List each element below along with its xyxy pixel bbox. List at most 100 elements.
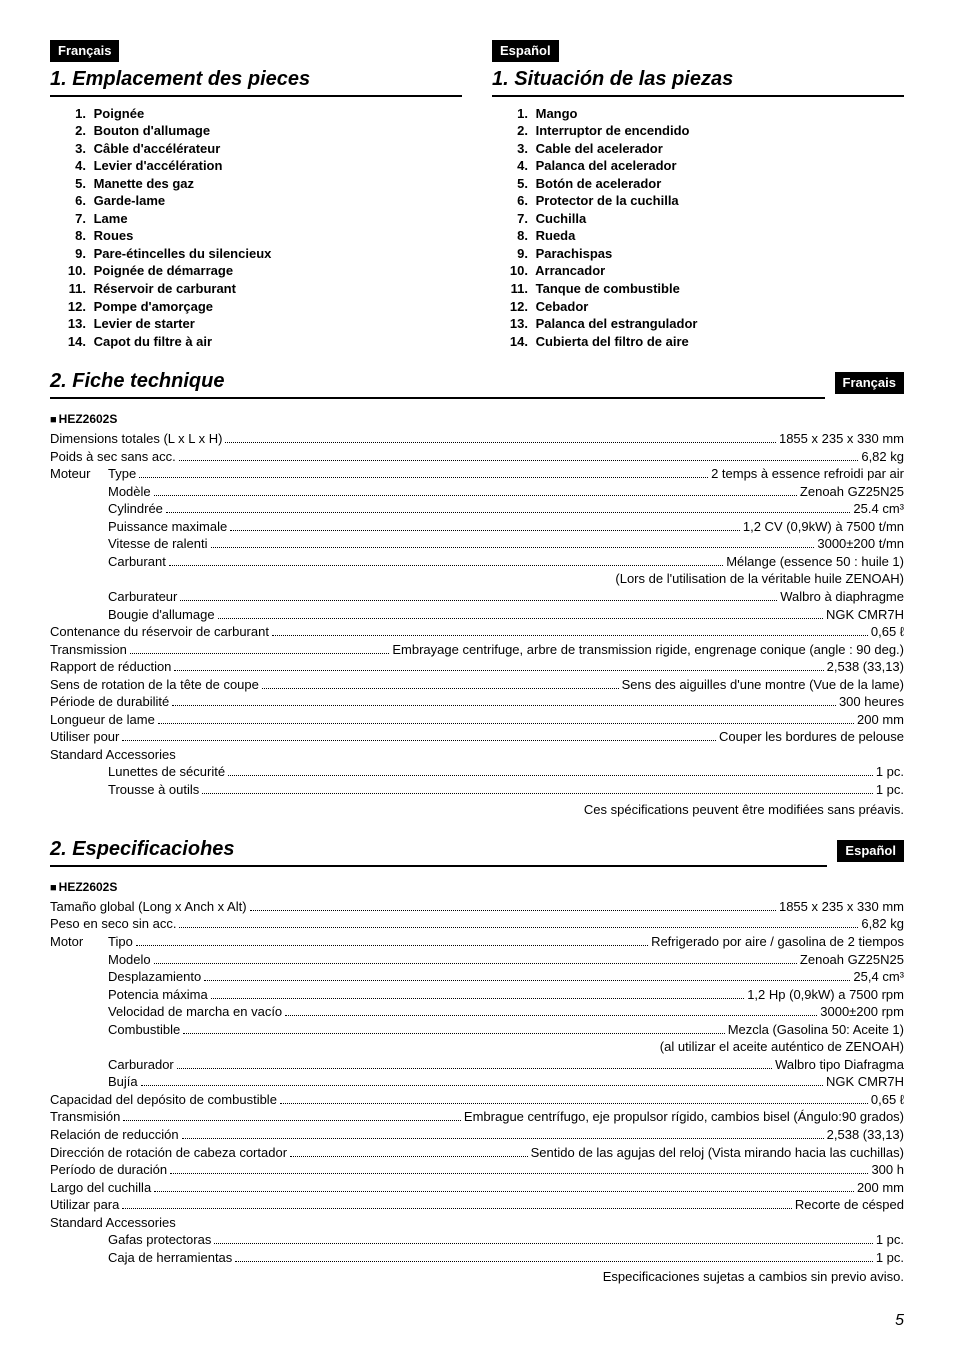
spec-line: Período de duración300 h [50,1161,904,1179]
spec-value: Walbro tipo Diafragma [775,1056,904,1074]
spec-line: CombustibleMezcla (Gasolina 50: Aceite 1… [50,1021,904,1039]
parts-list-item: 10. Arrancador [506,262,904,280]
lang-tag-fr: Français [50,40,119,62]
item-label: Manette des gaz [90,176,194,191]
item-label: Cebador [532,299,588,314]
item-number: 14. [64,333,86,351]
item-label: Roues [90,228,133,243]
spec-dots [235,1254,873,1262]
item-number: 9. [506,245,528,263]
item-number: 12. [506,298,528,316]
spec-label: Dimensions totales (L x L x H) [50,430,222,448]
section2-title-fr: 2. Fiche technique [50,368,825,399]
model-name-fr: HEZ2602S [59,412,118,426]
item-number: 11. [506,280,528,298]
specs-fr: Dimensions totales (L x L x H)1855 x 235… [50,430,904,798]
item-label: Rueda [532,228,575,243]
spec-line: Peso en seco sin acc.6,82 kg [50,915,904,933]
spec-label: Sens de rotation de la tête de coupe [50,676,259,694]
parts-list-item: 3. Cable del acelerador [506,140,904,158]
spec-line: Dirección de rotación de cabeza cortador… [50,1144,904,1162]
parts-list-item: 9. Parachispas [506,245,904,263]
spec-label: Transmisión [50,1108,120,1126]
item-label: Réservoir de carburant [90,281,236,296]
spec-plain: Standard Accessories [50,746,904,764]
col-fr: Français 1. Emplacement des pieces 1. Po… [50,40,462,350]
section2-es-row: 2. Especificaciohes Español [50,832,904,875]
item-label: Cable del acelerador [532,141,663,156]
parts-list-item: 14. Cubierta del filtro de aire [506,333,904,351]
spec-value: Couper les bordures de pelouse [719,728,904,746]
item-label: Tanque de combustible [532,281,680,296]
spec-line: Période de durabilité300 heures [50,693,904,711]
spec-value: 3000±200 t/mn [817,535,904,553]
spec-line: Longueur de lame200 mm [50,711,904,729]
parts-list-item: 12. Pompe d'amorçage [64,298,462,316]
section1-title-fr: 1. Emplacement des pieces [50,66,462,97]
spec-label: Desplazamiento [108,968,201,986]
spec-line: Contenance du réservoir de carburant0,65… [50,623,904,641]
parts-list-item: 1. Poignée [64,105,462,123]
spec-label: Bujía [108,1073,138,1091]
spec-label: Carburador [108,1056,174,1074]
spec-value: 25.4 cm³ [853,500,904,518]
spec-label: Modelo [108,951,151,969]
item-label: Bouton d'allumage [90,123,210,138]
spec-label: Rapport de réduction [50,658,171,676]
spec-value: Recorte de césped [795,1196,904,1214]
spec-dots [202,786,873,794]
item-number: 14. [506,333,528,351]
spec-line: Gafas protectoras1 pc. [50,1231,904,1249]
item-number: 3. [506,140,528,158]
spec-dots [211,991,744,999]
spec-line: Lunettes de sécurité1 pc. [50,763,904,781]
spec-value: Refrigerado por aire / gasolina de 2 tie… [651,933,904,951]
spec-dots [169,558,723,566]
item-label: Levier de starter [90,316,195,331]
spec-line: Utiliser pourCouper les bordures de pelo… [50,728,904,746]
spec-line: Velocidad de marcha en vacío3000±200 rpm [50,1003,904,1021]
parts-list-item: 6. Garde-lame [64,192,462,210]
item-label: Palanca del estrangulador [532,316,697,331]
spec-value: Walbro à diaphragme [780,588,904,606]
spec-dots [172,698,836,706]
section2-fr-row: 2. Fiche technique Français [50,364,904,407]
spec-dots [250,903,776,911]
parts-list-item: 13. Palanca del estrangulador [506,315,904,333]
section1-title-es: 1. Situación de las piezas [492,66,904,97]
spec-label: Carburant [108,553,166,571]
parts-list-item: 11. Réservoir de carburant [64,280,462,298]
parts-list-item: 4. Palanca del acelerador [506,157,904,175]
spec-line: Capacidad del depósito de combustible0,6… [50,1091,904,1109]
spec-dots [141,1079,823,1087]
item-number: 3. [64,140,86,158]
item-label: Mango [532,106,578,121]
spec-dots [230,523,740,531]
spec-label: Poids à sec sans acc. [50,448,176,466]
spec-line: Cylindrée25.4 cm³ [50,500,904,518]
spec-note: (al utilizar el aceite auténtico de ZENO… [50,1038,904,1056]
spec-dots [170,1166,868,1174]
item-number: 4. [506,157,528,175]
spec-dots [123,1114,461,1122]
item-label: Capot du filtre à air [90,334,212,349]
parts-list-item: 1. Mango [506,105,904,123]
item-label: Levier d'accélération [90,158,222,173]
item-label: Parachispas [532,246,612,261]
spec-label: Combustible [108,1021,180,1039]
parts-list-item: 8. Roues [64,227,462,245]
spec-dots [122,734,716,742]
spec-value: 0,65 ℓ [871,623,904,641]
parts-list-item: 2. Bouton d'allumage [64,122,462,140]
parts-list-item: 7. Lame [64,210,462,228]
spec-prefix: Motor [50,933,108,951]
spec-label: Dirección de rotación de cabeza cortador [50,1144,287,1162]
spec-line: Poids à sec sans acc. 6,82 kg [50,448,904,466]
item-label: Cubierta del filtro de aire [532,334,689,349]
spec-line: CarburantMélange (essence 50 : huile 1) [50,553,904,571]
model-header-es: ■HEZ2602S [50,879,904,896]
spec-label: Vitesse de ralenti [108,535,208,553]
parts-list-item: 4. Levier d'accélération [64,157,462,175]
spec-value: 6,82 kg [861,448,904,466]
spec-value: Embrague centrífugo, eje propulsor rígid… [464,1108,904,1126]
